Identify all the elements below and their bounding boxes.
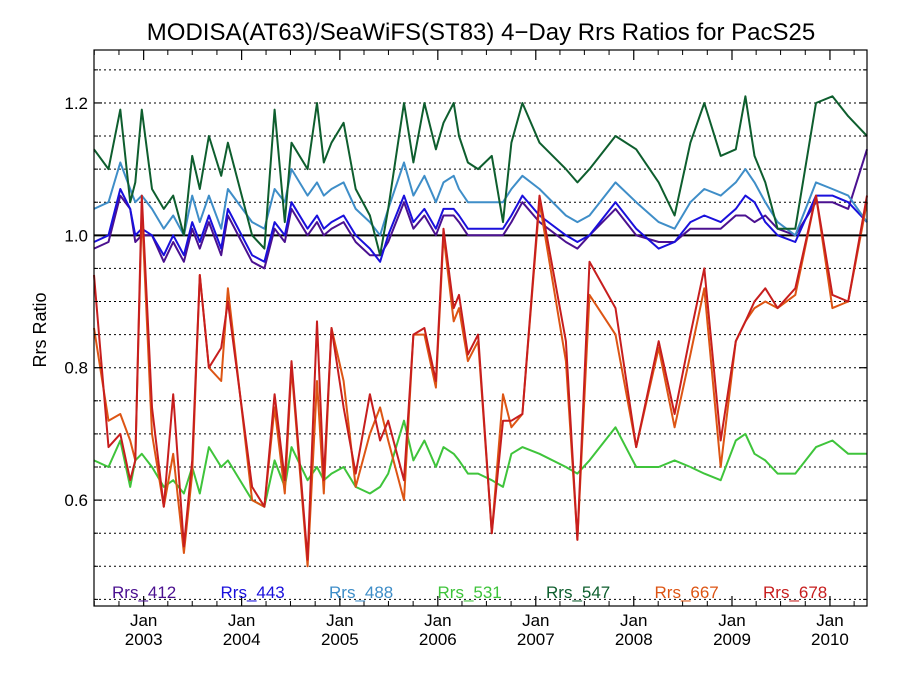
series-layer xyxy=(93,95,868,568)
x-tick-year-label: 2009 xyxy=(713,630,751,649)
chart-title: MODISA(AT63)/SeaWiFS(ST83) 4−Day Rrs Rat… xyxy=(147,19,815,46)
gridlines xyxy=(94,69,867,600)
legend-item-rrs-547: Rrs_547 xyxy=(546,583,610,602)
series-line-rrs-531 xyxy=(93,419,867,508)
series-line-rrs-412 xyxy=(93,148,868,270)
series-line-rrs-547 xyxy=(93,95,868,257)
x-tick-month-label: Jan xyxy=(424,611,451,630)
x-tick-month-label: Jan xyxy=(130,611,157,630)
x-tick-month-label: Jan xyxy=(718,611,745,630)
legend-item-rrs-678: Rrs_678 xyxy=(763,583,827,602)
series-line-rrs-488 xyxy=(93,161,868,237)
x-tick-year-label: 2008 xyxy=(615,630,653,649)
x-tick-month-label: Jan xyxy=(522,611,549,630)
y-axis-ticks: 0.6 0.8 1.0 1.2 xyxy=(64,69,867,600)
x-tick-year-label: 2007 xyxy=(517,630,555,649)
y-axis-label: Rrs Ratio xyxy=(30,292,50,367)
legend-item-rrs-412: Rrs_412 xyxy=(112,583,176,602)
y-tick-label: 1.0 xyxy=(64,226,88,245)
y-tick-label: 1.2 xyxy=(64,94,88,113)
x-tick-year-label: 2005 xyxy=(321,630,359,649)
y-tick-label: 0.6 xyxy=(64,491,88,510)
y-tick-label: 0.8 xyxy=(64,359,88,378)
x-tick-month-label: Jan xyxy=(816,611,843,630)
x-tick-year-label: 2006 xyxy=(419,630,457,649)
legend: Rrs_412 Rrs_443 Rrs_488 Rrs_531 Rrs_547 Rrs_6… xyxy=(112,583,827,602)
x-tick-year-label: 2003 xyxy=(125,630,163,649)
x-axis-ticks: Jan2003Jan2004Jan2005Jan2006Jan2007Jan20… xyxy=(93,50,855,649)
plot-frame xyxy=(93,49,868,607)
x-tick-month-label: Jan xyxy=(620,611,647,630)
x-tick-year-label: 2004 xyxy=(223,630,261,649)
legend-item-rrs-443: Rrs_443 xyxy=(221,583,285,602)
x-tick-month-label: Jan xyxy=(228,611,255,630)
x-tick-year-label: 2010 xyxy=(811,630,849,649)
legend-item-rrs-667: Rrs_667 xyxy=(655,583,719,602)
legend-item-rrs-488: Rrs_488 xyxy=(329,583,393,602)
series-line-rrs-443 xyxy=(93,188,868,263)
legend-item-rrs-531: Rrs_531 xyxy=(438,583,502,602)
x-tick-month-label: Jan xyxy=(326,611,353,630)
series-line-rrs-678 xyxy=(93,194,868,561)
